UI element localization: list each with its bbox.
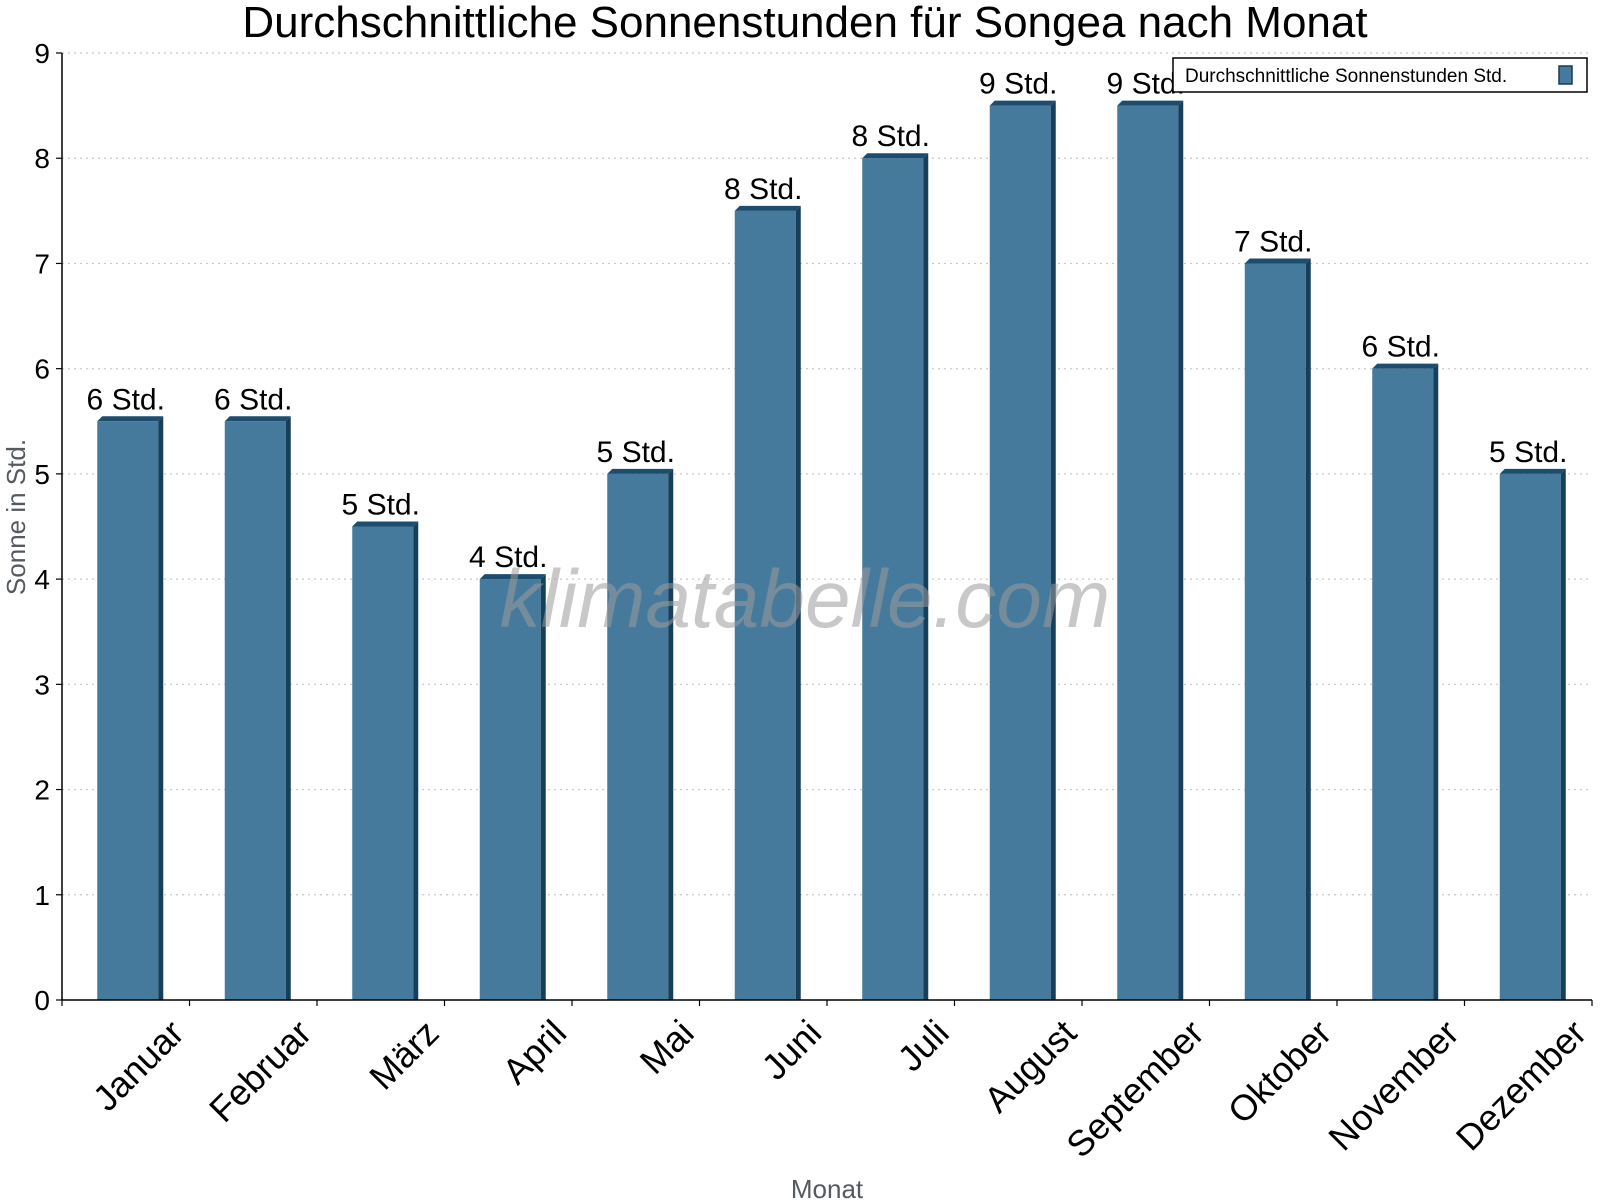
data-label: 9 Std. (1107, 68, 1185, 101)
x-tick-label: August (976, 1012, 1084, 1120)
bar-side (1050, 100, 1056, 1001)
legend-swatch (1558, 65, 1573, 85)
y-tick-label: 7 (34, 248, 50, 279)
bar-top (352, 521, 419, 527)
y-tick-label: 2 (34, 775, 50, 806)
x-tick-label: Mai (632, 1012, 702, 1082)
data-label: 6 Std. (1362, 331, 1440, 364)
bar-juli (862, 153, 929, 1000)
y-tick-label: 0 (34, 985, 50, 1016)
bar-mai (607, 468, 674, 1000)
bar-face (1117, 105, 1179, 1001)
bar-top (607, 468, 674, 474)
bar-dezember (1499, 468, 1566, 1000)
bar-top (224, 416, 291, 422)
y-tick-label: 1 (34, 880, 50, 911)
x-tick-label: Oktober (1220, 1012, 1340, 1132)
bar-face (862, 158, 924, 1000)
x-tick-label: November (1320, 1012, 1466, 1158)
x-tick-label: Juni (753, 1012, 829, 1088)
bar-side (668, 468, 674, 1000)
x-tick-label: März (361, 1012, 447, 1098)
legend: Durchschnittliche Sonnenstunden Std. (1172, 57, 1588, 93)
x-tick-label: Februar (201, 1012, 319, 1130)
bar-juni (734, 205, 801, 1001)
x-tick-label: September (1058, 1012, 1212, 1166)
data-label: 8 Std. (852, 120, 930, 153)
x-tick-label: Januar (85, 1012, 192, 1119)
bar-face (1372, 368, 1434, 1001)
y-tick-label: 9 (34, 38, 50, 69)
bar-februar (224, 416, 291, 1000)
bar-top (479, 574, 546, 580)
data-label: 5 Std. (1489, 436, 1567, 469)
bar-januar (97, 416, 164, 1000)
bar-side (795, 205, 801, 1001)
x-tick-label: Juli (889, 1012, 956, 1079)
data-label: 9 Std. (979, 68, 1057, 101)
data-label: 7 Std. (1234, 225, 1312, 258)
bar-top (989, 100, 1056, 106)
y-tick-label: 4 (34, 564, 50, 595)
watermark: klimatabelle.com (500, 554, 1111, 645)
x-axis-label: Monat (791, 1174, 864, 1200)
bar-november (1372, 363, 1439, 1001)
bar-face (1244, 263, 1306, 1000)
bar-m-rz (352, 521, 419, 1000)
data-label: 4 Std. (469, 541, 547, 574)
data-label: 5 Std. (597, 436, 675, 469)
bar-face (97, 421, 159, 1000)
bars (97, 100, 1566, 1001)
bar-oktober (1244, 258, 1311, 1000)
y-tick-label: 8 (34, 143, 50, 174)
axes (56, 52, 1593, 1006)
bar-top (1499, 468, 1566, 474)
bar-face (1499, 473, 1561, 1000)
data-label: 6 Std. (87, 383, 165, 416)
bar-side (923, 153, 929, 1000)
bar-face (607, 473, 669, 1000)
data-label: 5 Std. (342, 489, 420, 522)
y-tick-label: 5 (34, 459, 50, 490)
bar-side (413, 521, 419, 1000)
bar-top (97, 416, 164, 422)
bar-side (1305, 258, 1311, 1000)
bar-side (1560, 468, 1566, 1000)
bar-april (479, 574, 546, 1000)
bar-side (158, 416, 164, 1000)
bar-face (989, 105, 1051, 1001)
legend-box (1172, 57, 1588, 93)
bar-side (1433, 363, 1439, 1001)
data-label: 8 Std. (724, 173, 802, 206)
bar-september (1117, 100, 1184, 1001)
y-tick-label: 6 (34, 354, 50, 385)
bar-august (989, 100, 1056, 1001)
y-tick-labels: 0 1 2 3 4 5 6 7 8 9 (34, 38, 50, 1016)
bar-side (540, 574, 546, 1000)
chart-title: Durchschnittliche Sonnenstunden für Song… (242, 0, 1367, 47)
bar-face (352, 526, 414, 1000)
bar-top (862, 153, 929, 159)
data-labels: 6 Std. 6 Std. 5 Std. 4 Std. 5 Std. 8 Std. 8 St… (87, 68, 1568, 574)
y-axis-label: Sonne in Std. (1, 439, 31, 595)
y-tick-label: 3 (34, 669, 50, 700)
gridlines (62, 52, 1592, 896)
bar-face (479, 579, 541, 1000)
bar-top (1117, 100, 1184, 106)
bar-side (285, 416, 291, 1000)
bar-top (1244, 258, 1311, 264)
x-tick-label: Dezember (1448, 1012, 1594, 1158)
bar-face (224, 421, 286, 1000)
x-tick-labels: Januar Februar März April Mai Juni Juli AugustS… (85, 1012, 1594, 1166)
data-label: 6 Std. (214, 383, 292, 416)
x-tick-label: April (494, 1012, 574, 1092)
legend-entry-label: Durchschnittliche Sonnenstunden Std. (1185, 66, 1507, 87)
bar-face (734, 210, 796, 1001)
bar-top (1372, 363, 1439, 369)
bar-top (734, 205, 801, 211)
bar-side (1178, 100, 1184, 1001)
